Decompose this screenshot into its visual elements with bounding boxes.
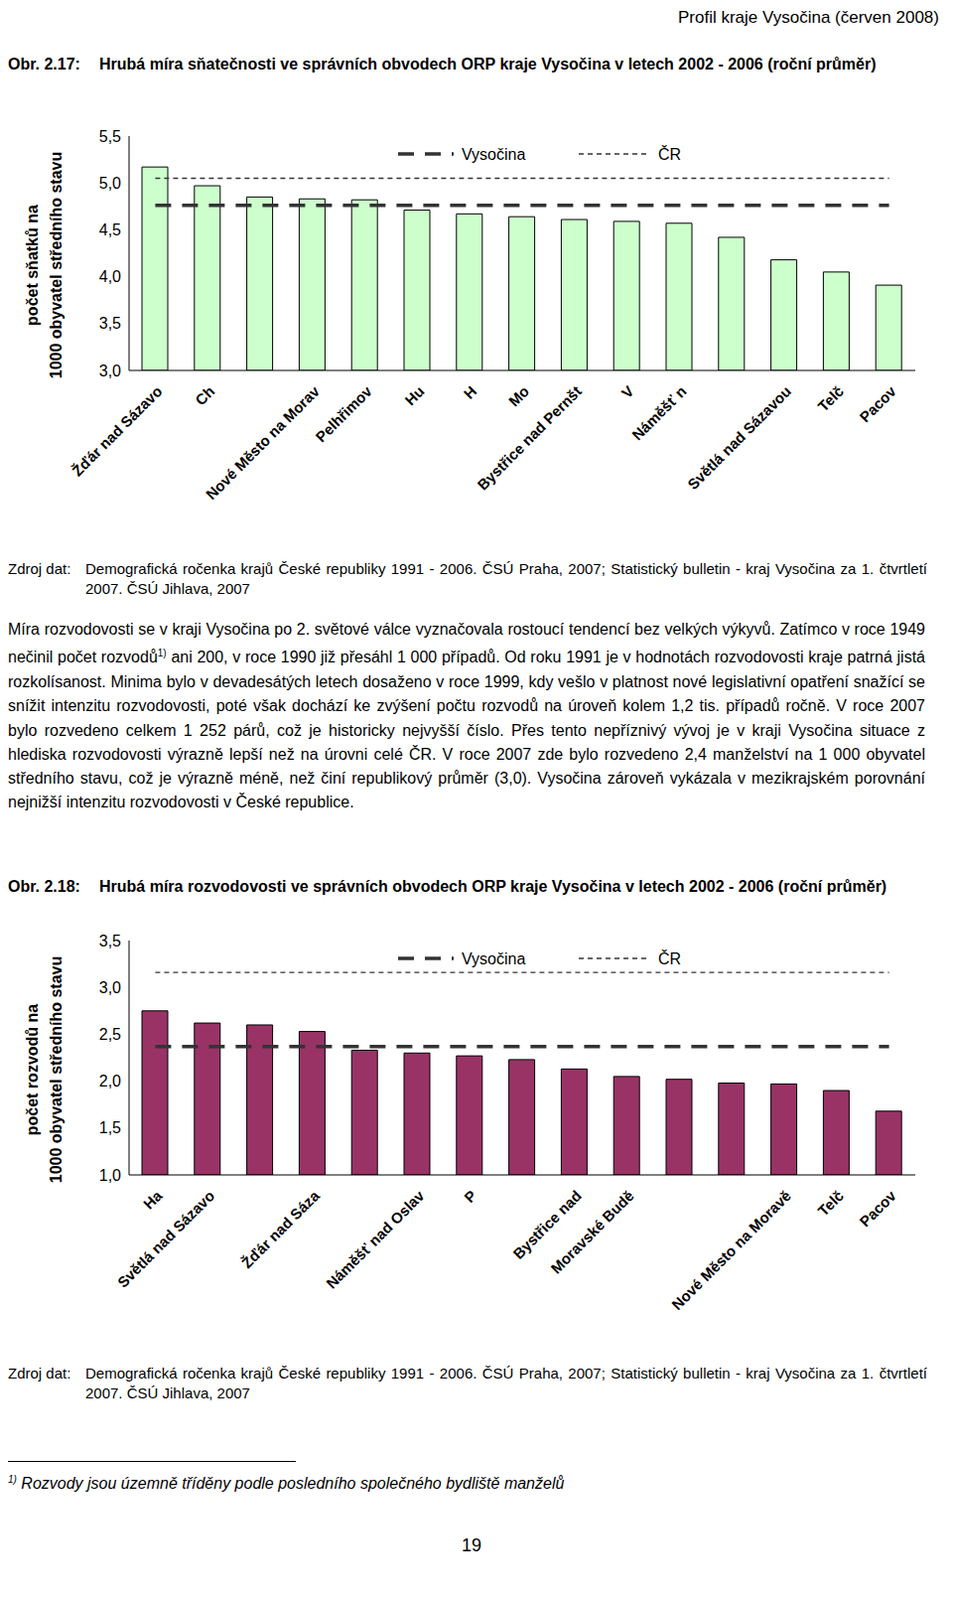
svg-text:Světlá nad Sázavo: Světlá nad Sázavo [114, 1186, 219, 1291]
svg-text:H: H [460, 382, 481, 403]
svg-text:Světlá nad Sázavou: Světlá nad Sázavou [683, 382, 795, 493]
svg-text:Hu: Hu [401, 382, 427, 409]
svg-text:Ha: Ha [139, 1186, 166, 1213]
svg-text:počet rozvodů na: počet rozvodů na [23, 1003, 41, 1136]
svg-text:Žďár nad Sázavo: Žďár nad Sázavo [68, 382, 165, 479]
svg-text:Náměšť nad Oslav: Náměšť nad Oslav [322, 1186, 428, 1292]
svg-text:Ch: Ch [191, 382, 218, 409]
svg-text:2,0: 2,0 [99, 1072, 122, 1090]
svg-text:Bystřice nad Pernšt: Bystřice nad Pernšt [473, 382, 585, 494]
svg-text:1000 obyvatel středního stavu: 1000 obyvatel středního stavu [47, 955, 65, 1184]
html-text:Demografická ročenka krajů Čes: Demografická ročenka krajů České republi… [85, 1363, 928, 1401]
svg-text:5,0: 5,0 [99, 174, 122, 192]
svg-text:Moravské Budě: Moravské Budě [546, 1186, 637, 1276]
html-text:Obr. 2.18:: Obr. 2.18: [7, 877, 81, 895]
html-text:Profil kraje Vysočina (červen: Profil kraje Vysočina (červen 2008) [678, 7, 940, 27]
svg-text:V: V [618, 382, 638, 402]
html-text:19: 19 [461, 1534, 482, 1555]
svg-text:Náměšť n: Náměšť n [628, 382, 689, 443]
svg-text:Pacov: Pacov [855, 1186, 900, 1230]
svg-text:Žďár nad Sáza: Žďár nad Sáza [238, 1186, 324, 1272]
svg-text:Pacov: Pacov [855, 382, 900, 426]
html-text:Hrubá míra sňatečnosti ve sprá: Hrubá míra sňatečnosti ve správních obvo… [99, 55, 877, 73]
svg-text:Telč: Telč [814, 1186, 846, 1219]
svg-text:4,0: 4,0 [99, 268, 122, 285]
svg-text:3,5: 3,5 [99, 314, 122, 332]
svg-text:Vysočina: Vysočina [461, 950, 526, 967]
html-text:1) Rozvody jsou územně tříděny: 1) Rozvody jsou územně tříděny podle pos… [7, 1473, 565, 1492]
html-text:Zdroj dat:: Zdroj dat: [7, 1363, 71, 1381]
html-text:Hrubá míra rozvodovosti ve spr: Hrubá míra rozvodovosti ve správních obv… [99, 877, 887, 895]
html-text:Obr. 2.17:: Obr. 2.17: [7, 55, 81, 73]
svg-text:3,5: 3,5 [99, 932, 122, 950]
html-text:Zdroj dat:: Zdroj dat: [7, 559, 71, 577]
svg-text:ČR: ČR [658, 949, 681, 967]
html-text:Demografická ročenka krajů Čes: Demografická ročenka krajů České republi… [85, 559, 928, 597]
svg-text:Mo: Mo [505, 382, 533, 409]
svg-text:počet sňatků na: počet sňatků na [23, 204, 41, 326]
svg-text:4,5: 4,5 [99, 221, 122, 239]
svg-text:Vysočina: Vysočina [461, 145, 526, 163]
svg-text:1000 obyvatel středního stavu: 1000 obyvatel středního stavu [47, 151, 65, 380]
svg-text:1,5: 1,5 [99, 1118, 122, 1136]
svg-text:1,0: 1,0 [99, 1166, 122, 1184]
svg-text:2,5: 2,5 [99, 1025, 122, 1043]
svg-text:Pelhřimov: Pelhřimov [311, 382, 376, 446]
svg-text:Nové Město na Morav: Nové Město na Morav [202, 382, 324, 504]
html-text:Míra rozvodovosti se v kraji V: Míra rozvodovosti se v kraji Vysočina po… [7, 620, 926, 811]
svg-text:ČR: ČR [658, 144, 681, 163]
svg-text:Nové Město na Moravě: Nové Město na Moravě [668, 1186, 795, 1313]
svg-text:P: P [460, 1186, 480, 1206]
svg-text:Bystřice nad: Bystřice nad [509, 1186, 585, 1262]
svg-text:5,5: 5,5 [99, 128, 122, 145]
svg-text:3,0: 3,0 [99, 362, 122, 380]
svg-text:Telč: Telč [814, 382, 846, 414]
svg-text:3,0: 3,0 [99, 978, 122, 996]
